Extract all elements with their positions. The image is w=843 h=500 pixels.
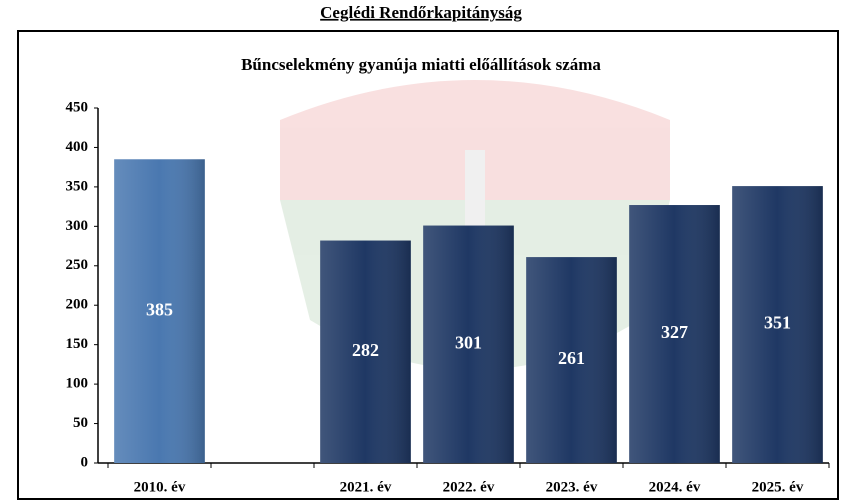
bar-shading	[732, 186, 823, 463]
chart-title: Ceglédi Rendőrkapitányság	[320, 3, 522, 22]
chart-subtitle: Bűncselekmény gyanúja miatti előállításo…	[241, 55, 601, 74]
y-tick-label: 200	[66, 297, 89, 313]
y-tick-label: 300	[66, 218, 89, 234]
data-label: 327	[661, 322, 688, 342]
bar-shading	[320, 240, 411, 463]
y-tick-label: 50	[73, 415, 88, 431]
bar-shading	[526, 257, 617, 463]
y-tick-label: 0	[81, 454, 89, 470]
bar-shading	[423, 225, 514, 463]
y-tick-label: 350	[66, 178, 89, 194]
bar-shading	[629, 205, 720, 464]
x-tick-label: 2023. év	[546, 479, 598, 495]
data-label: 385	[146, 299, 173, 319]
x-tick-label: 2024. év	[649, 479, 701, 495]
y-tick-label: 450	[66, 99, 89, 115]
x-tick-label: 2025. év	[752, 479, 804, 495]
x-tick-label: 2010. év	[134, 479, 186, 495]
data-label: 261	[558, 348, 585, 368]
data-label: 351	[764, 313, 791, 333]
y-tick-label: 250	[66, 257, 89, 273]
y-tick-label: 100	[66, 376, 89, 392]
y-tick-label: 150	[66, 336, 89, 352]
x-tick-label: 2021. év	[340, 479, 392, 495]
data-label: 301	[455, 332, 482, 352]
y-tick-label: 400	[66, 139, 89, 155]
data-label: 282	[352, 340, 379, 360]
bar-shading	[114, 159, 205, 463]
x-tick-label: 2022. év	[443, 479, 495, 495]
